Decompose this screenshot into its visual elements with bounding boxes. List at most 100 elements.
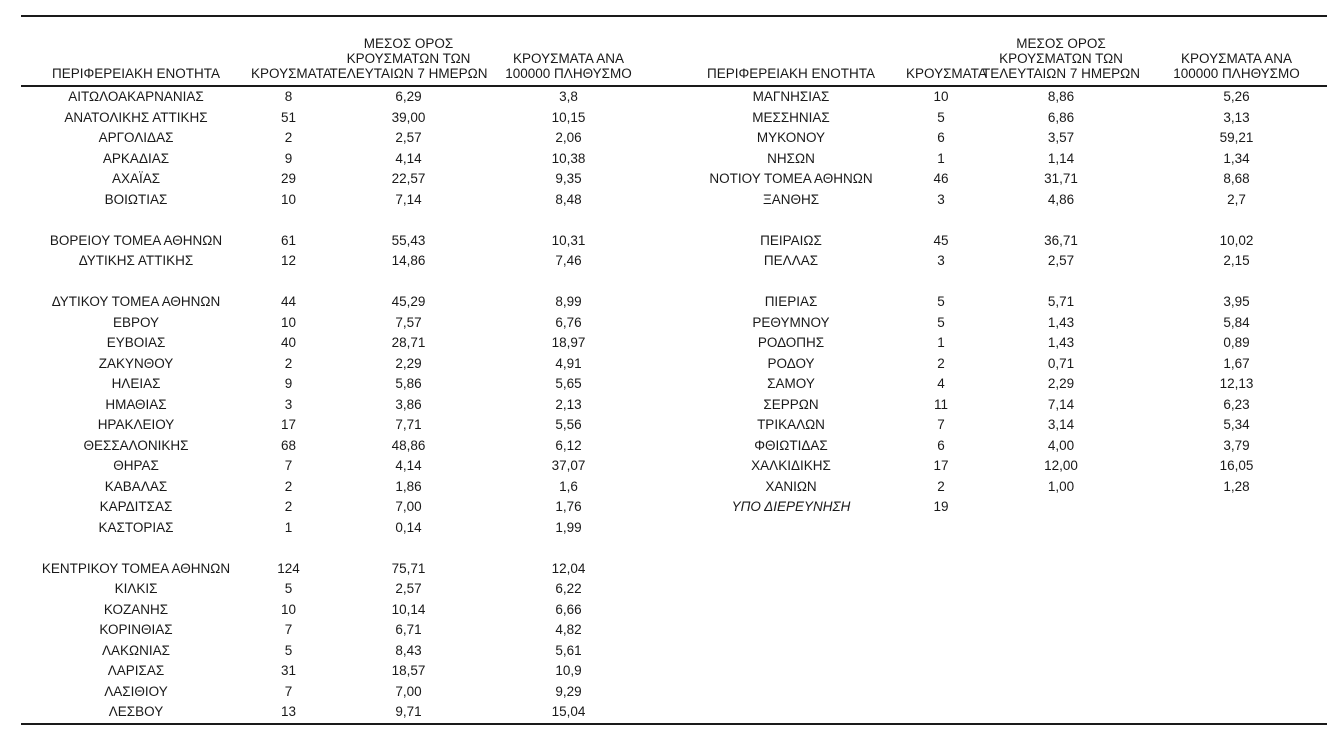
- gap-cell: [646, 374, 676, 395]
- left-cases-cell: 9: [284, 150, 293, 166]
- left-region-cell: ΚΟΖΑΝΗΣ: [103, 601, 169, 617]
- right-avg7-cell: 1,14: [1047, 150, 1075, 166]
- left-region-cell: ΔΥΤΙΚΗΣ ΑΤΤΙΚΗΣ: [78, 253, 194, 268]
- right-avg7-cell: [976, 559, 1146, 580]
- table-row: ΛΑΣΙΘΙΟΥ 7 7,00 9,29: [21, 682, 1327, 703]
- left-avg7-cell: 4,14: [395, 458, 422, 473]
- right-avg7-cell: [976, 210, 1146, 231]
- gap-cell: [646, 415, 676, 436]
- right-cases-cell: [906, 682, 976, 703]
- gap-cell: [646, 108, 676, 129]
- gap-cell: [646, 436, 676, 457]
- left-region-cell: ΛΑΣΙΘΙΟΥ: [104, 683, 168, 699]
- left-cases-cell: [251, 272, 326, 293]
- right-avg7-cell: [976, 600, 1146, 621]
- left-region-cell: ΑΧΑΪΑΣ: [111, 171, 161, 186]
- right-region-cell: ΧΑΛΚΙΔΙΚΗΣ: [751, 458, 831, 473]
- left-region-cell: ΚΑΡΔΙΤΣΑΣ: [99, 499, 173, 514]
- gap-cell: [646, 313, 676, 334]
- right-avg7-cell: [976, 661, 1146, 682]
- right-avg7-cell: [976, 620, 1146, 641]
- left-header-per100k-line1: ΚΡΟΥΣΜΑΤΑ ΑΝΑ: [513, 51, 624, 66]
- left-per100k-cell: 10,38: [551, 150, 586, 166]
- right-cases-cell: 11: [933, 396, 948, 412]
- gap-cell: [646, 620, 676, 641]
- right-region-cell: ΞΑΝΘΗΣ: [762, 191, 820, 207]
- right-avg7-cell: 4,86: [1047, 191, 1075, 207]
- right-cases-cell: 10: [933, 89, 949, 104]
- right-header-avg7: ΜΕΣΟΣ ΟΡΟΣ ΚΡΟΥΣΜΑΤΩΝ ΤΩΝ ΤΕΛΕΥΤΑΙΩΝ 7 Η…: [976, 16, 1146, 87]
- right-avg7-cell: 0,71: [1047, 355, 1075, 371]
- right-cases-cell: 6: [937, 130, 945, 145]
- right-per100k-cell: 12,13: [1219, 376, 1254, 391]
- gap-cell: [646, 128, 676, 149]
- left-cases-cell: 10: [280, 314, 297, 330]
- gap-cell: [646, 149, 676, 170]
- right-per100k-cell: [1146, 702, 1327, 724]
- right-region-cell: ΜΕΣΣΗΝΙΑΣ: [752, 109, 830, 125]
- gap-cell: [646, 682, 676, 703]
- left-avg7-cell: 6,29: [395, 89, 422, 104]
- right-per100k-cell: 0,89: [1223, 335, 1250, 350]
- right-per100k-cell: 6,23: [1223, 396, 1250, 412]
- left-region-cell: ΚΟΡΙΝΘΙΑΣ: [99, 622, 173, 637]
- right-header-avg7-line3: ΤΕΛΕΥΤΑΙΩΝ 7 ΗΜΕΡΩΝ: [982, 66, 1140, 81]
- left-region-cell: ΑΡΓΟΛΙΔΑΣ: [98, 130, 174, 145]
- right-avg7-cell: 7,14: [1047, 396, 1075, 412]
- table-row: ΚΑΣΤΟΡΙΑΣ 1 0,14 1,99: [21, 518, 1327, 539]
- left-avg7-cell: 14,86: [391, 253, 426, 268]
- right-per100k-cell: [1146, 518, 1327, 539]
- right-per100k-cell: 1,34: [1223, 150, 1250, 166]
- gap-cell: [646, 518, 676, 539]
- gap-cell: [646, 641, 676, 662]
- right-region-cell: ΤΡΙΚΑΛΩΝ: [757, 417, 825, 432]
- left-cases-cell: 2: [284, 130, 293, 145]
- left-avg7-cell: 55,43: [391, 232, 426, 248]
- right-cases-cell: [906, 272, 976, 293]
- table-row: ΖΑΚΥΝΘΟΥ 2 2,29 4,91 ΡΟΔΟΥ 2 0,71 1,67: [21, 354, 1327, 375]
- table-row: ΛΕΣΒΟΥ 13 9,71 15,04: [21, 702, 1327, 724]
- gap-cell: [646, 477, 676, 498]
- right-cases-cell: [906, 210, 976, 231]
- gap-cell: [646, 702, 676, 724]
- right-cases-cell: 1: [937, 335, 945, 350]
- right-per100k-cell: 3,95: [1223, 294, 1250, 309]
- left-per100k-cell: 3,8: [559, 89, 578, 104]
- right-cases-cell: [906, 518, 976, 539]
- right-per100k-cell: 16,05: [1219, 458, 1254, 473]
- left-region-cell: [21, 538, 251, 559]
- left-region-cell: ΘΗΡΑΣ: [113, 458, 159, 473]
- right-per100k-cell: 2,15: [1223, 253, 1250, 268]
- right-per100k-cell: [1146, 497, 1327, 518]
- left-cases-cell: 9: [284, 376, 293, 391]
- left-per100k-cell: [491, 538, 646, 559]
- right-region-cell: [676, 702, 906, 724]
- left-per100k-cell: 4,82: [555, 622, 582, 637]
- left-per100k-cell: 10,31: [551, 232, 586, 248]
- gap-cell: [646, 559, 676, 580]
- right-per100k-cell: 10,02: [1219, 232, 1254, 248]
- right-cases-cell: 3: [937, 191, 945, 207]
- right-cases-cell: 3: [937, 253, 945, 268]
- left-header-per100k-line2: 100000 ΠΛΗΘΥΣΜΟ: [505, 66, 632, 81]
- right-per100k-cell: 3,13: [1223, 109, 1250, 125]
- table-row: ΛΑΚΩΝΙΑΣ 5 8,43 5,61: [21, 641, 1327, 662]
- left-region-cell: ΗΛΕΙΑΣ: [111, 376, 161, 391]
- left-region-cell: ΚΙΛΚΙΣ: [114, 581, 158, 596]
- right-cases-cell: [906, 702, 976, 724]
- right-region-cell: [676, 641, 906, 662]
- gap-cell: [646, 86, 676, 108]
- right-per100k-cell: 1,28: [1223, 478, 1250, 494]
- left-avg7-cell: [326, 210, 491, 231]
- left-region-cell: ΑΙΤΩΛΟΑΚΑΡΝΑΝΙΑΣ: [68, 89, 204, 104]
- left-region-cell: ΔΥΤΙΚΟΥ ΤΟΜΕΑ ΑΘΗΝΩΝ: [51, 294, 221, 309]
- table-row: ΗΛΕΙΑΣ 9 5,86 5,65 ΣΑΜΟΥ 4 2,29 12,13: [21, 374, 1327, 395]
- right-avg7-cell: 5,71: [1047, 294, 1075, 309]
- gap-cell: [646, 354, 676, 375]
- left-avg7-cell: 7,57: [395, 314, 422, 330]
- right-per100k-cell: 1,67: [1223, 355, 1250, 371]
- blank-row: [21, 538, 1327, 559]
- right-avg7-cell: 36,71: [1044, 232, 1078, 248]
- right-region-cell: ΡΟΔΟΥ: [767, 355, 815, 371]
- right-per100k-cell: 5,34: [1223, 417, 1250, 432]
